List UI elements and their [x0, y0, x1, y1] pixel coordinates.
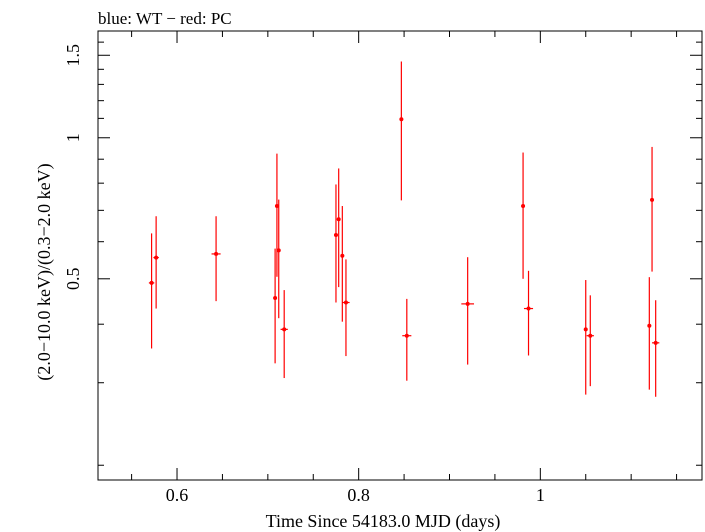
data-point [647, 277, 652, 390]
y-tick-label: 0.5 [63, 268, 83, 291]
data-point [586, 295, 594, 387]
point-marker [336, 217, 341, 222]
data-point [523, 270, 534, 356]
data-point [399, 61, 404, 201]
point-marker [465, 301, 470, 306]
point-marker [343, 300, 348, 305]
data-point [333, 184, 338, 303]
data-point [652, 300, 660, 397]
data-point [336, 168, 341, 288]
y-tick-label: 1 [63, 133, 83, 142]
point-marker [340, 253, 345, 258]
x-tick-label: 0.8 [347, 485, 370, 505]
x-axis-ticks: 0.6 0.8 1 [131, 31, 678, 505]
data-point [276, 199, 281, 319]
data-points [148, 61, 660, 397]
data-point [402, 298, 412, 381]
data-point [521, 152, 526, 279]
point-marker [149, 280, 154, 285]
point-marker [653, 340, 658, 345]
data-point [280, 290, 288, 379]
point-marker [399, 117, 404, 122]
point-marker [154, 255, 159, 260]
y-tick-label: 1.5 [63, 44, 83, 66]
point-marker [333, 233, 338, 238]
point-marker [583, 327, 588, 332]
x-tick-label: 0.6 [166, 485, 189, 505]
data-point [153, 216, 159, 309]
chart-title: blue: WT − red: PC [98, 9, 232, 28]
point-marker [274, 204, 279, 209]
data-point [461, 257, 475, 365]
point-marker [273, 295, 278, 300]
point-marker [214, 251, 219, 256]
x-tick-label: 1 [536, 485, 545, 505]
point-marker [521, 204, 526, 209]
point-marker [526, 306, 531, 311]
point-marker [276, 248, 281, 253]
x-axis-label: Time Since 54183.0 MJD (days) [266, 511, 501, 532]
data-point [274, 153, 279, 277]
point-marker [588, 333, 593, 338]
point-marker [650, 197, 655, 202]
data-point [273, 248, 278, 364]
point-marker [404, 333, 409, 338]
data-point [583, 280, 588, 395]
data-point [340, 206, 345, 322]
y-axis-label: (2.0−10.0 keV)/(0.3−2.0 keV) [34, 163, 55, 380]
data-point [211, 216, 221, 302]
plot-frame [97, 30, 703, 481]
data-point [148, 233, 155, 349]
data-point [650, 146, 655, 272]
point-marker [282, 327, 287, 332]
data-point [342, 259, 350, 357]
point-marker [647, 323, 652, 328]
y-axis-ticks: 0.5 1 1.5 [63, 41, 702, 466]
